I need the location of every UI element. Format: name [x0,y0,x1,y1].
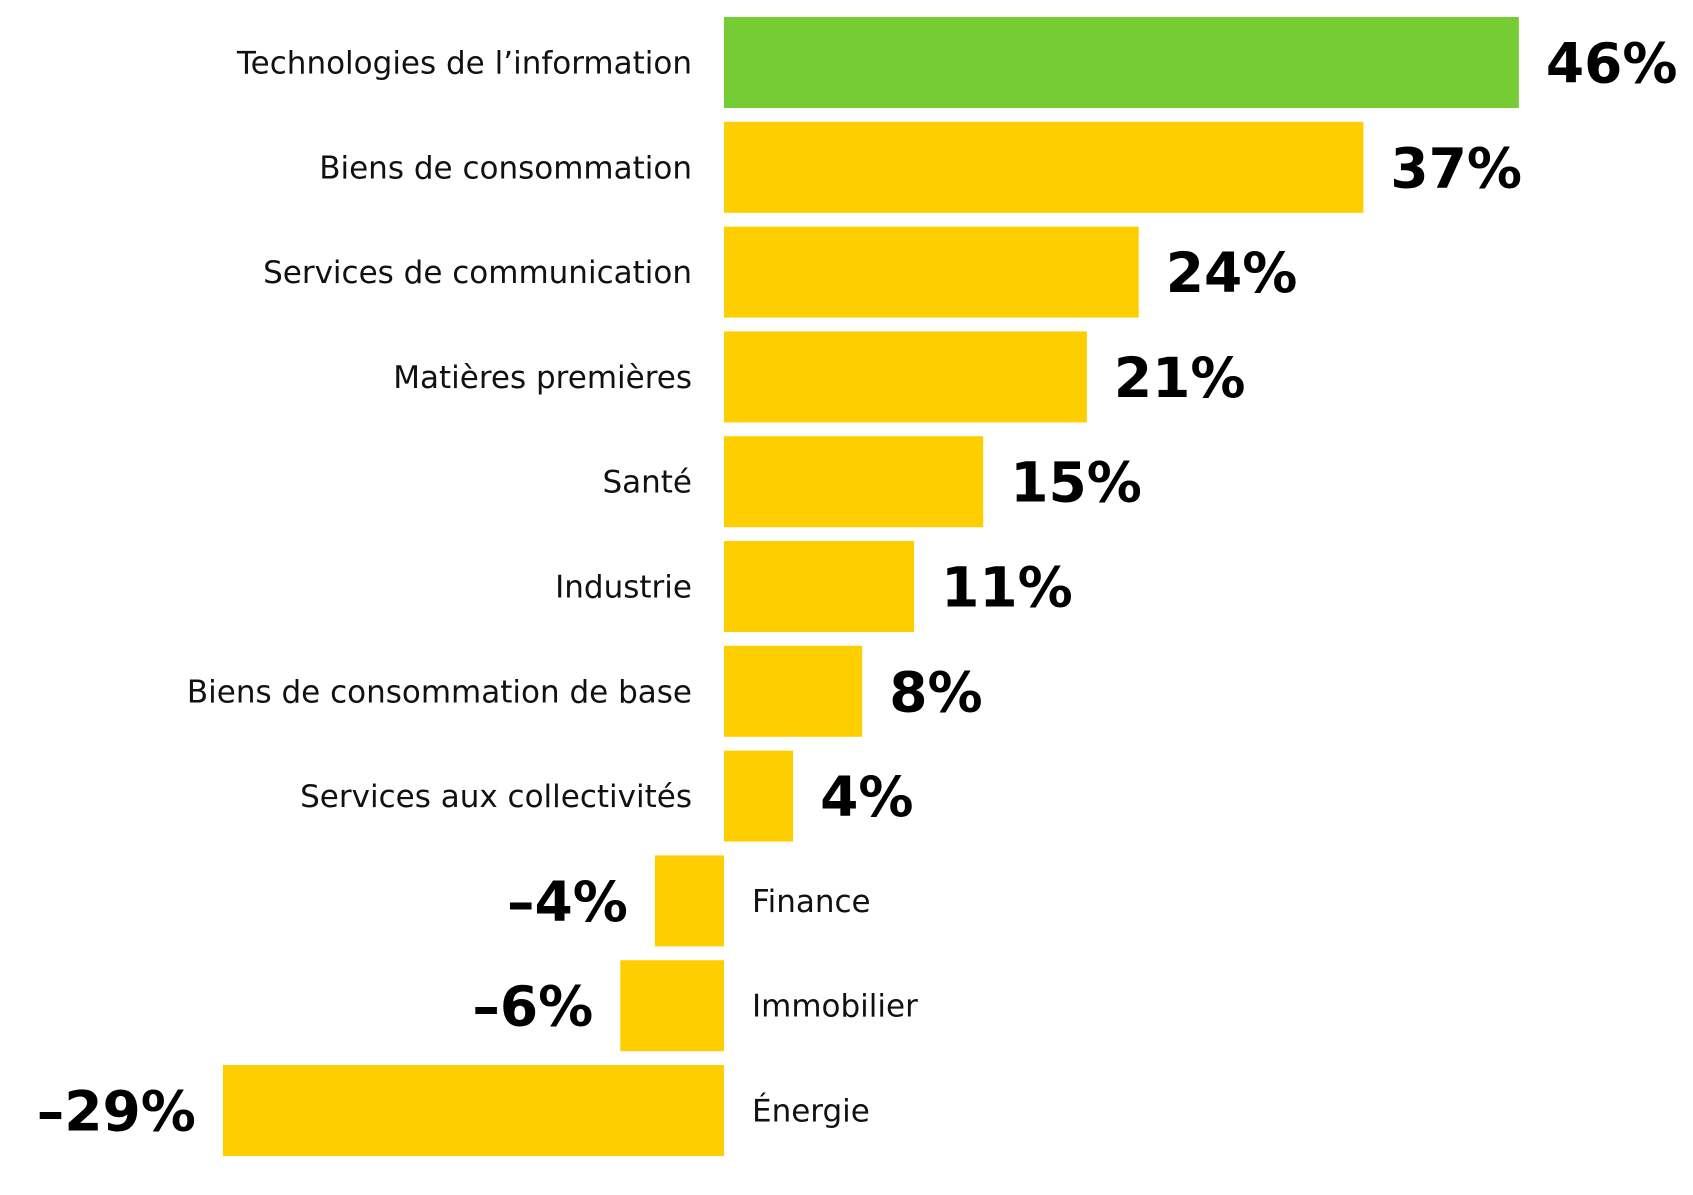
bar [724,436,984,528]
value-label: 8% [889,660,982,724]
bar [724,226,1139,318]
value-label: 24% [1166,241,1298,305]
value-label: 37% [1390,136,1522,200]
bar [724,750,794,842]
bar [724,331,1087,423]
category-label: Services aux collectivités [300,779,692,815]
value-label: 4% [820,765,913,829]
value-label: –29% [37,1080,196,1144]
value-label: –4% [507,870,628,934]
value-label: 11% [941,556,1073,620]
category-label: Santé [602,465,692,501]
bar [724,645,863,737]
value-label: 21% [1114,346,1246,410]
bar [654,855,724,947]
value-label: –6% [472,975,593,1039]
category-label: Immobilier [752,989,918,1025]
category-label: Services de communication [263,255,692,291]
bar [724,121,1364,213]
bar [222,1065,724,1156]
bar [724,17,1519,108]
category-label: Technologies de l’information [236,46,692,82]
category-label: Biens de consommation de base [187,674,692,710]
category-label: Industrie [555,570,692,606]
bar [620,960,724,1052]
category-label: Énergie [752,1094,870,1130]
category-label: Finance [752,884,871,920]
value-label: 46% [1546,32,1678,96]
category-label: Biens de consommation [319,150,692,186]
category-label: Matières premières [393,360,692,396]
value-label: 15% [1010,451,1142,515]
bar [724,541,915,632]
